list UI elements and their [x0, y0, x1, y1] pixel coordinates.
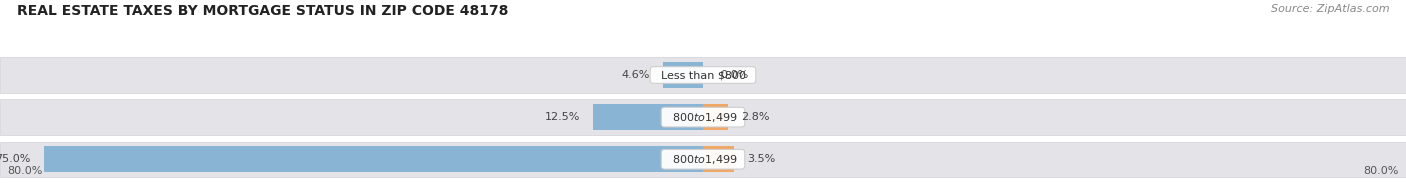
Bar — [0, 99, 1406, 135]
Text: 80.0%: 80.0% — [1364, 166, 1399, 176]
Bar — [44, 146, 703, 172]
Text: $800 to $1,499: $800 to $1,499 — [665, 153, 741, 166]
Text: 80.0%: 80.0% — [7, 166, 42, 176]
Bar — [703, 146, 734, 172]
Bar — [703, 104, 728, 130]
Text: 2.8%: 2.8% — [741, 112, 769, 122]
Text: Source: ZipAtlas.com: Source: ZipAtlas.com — [1271, 4, 1389, 14]
Text: 3.5%: 3.5% — [747, 154, 775, 164]
Text: $800 to $1,499: $800 to $1,499 — [665, 111, 741, 124]
Text: 0.0%: 0.0% — [721, 70, 749, 80]
Bar — [593, 104, 703, 130]
Bar — [0, 57, 1406, 93]
Text: REAL ESTATE TAXES BY MORTGAGE STATUS IN ZIP CODE 48178: REAL ESTATE TAXES BY MORTGAGE STATUS IN … — [17, 4, 508, 18]
Bar — [0, 142, 1406, 177]
Text: Less than $800: Less than $800 — [654, 70, 752, 80]
Text: 12.5%: 12.5% — [544, 112, 581, 122]
Bar — [662, 62, 703, 88]
Text: 75.0%: 75.0% — [0, 154, 31, 164]
Text: 4.6%: 4.6% — [621, 70, 650, 80]
